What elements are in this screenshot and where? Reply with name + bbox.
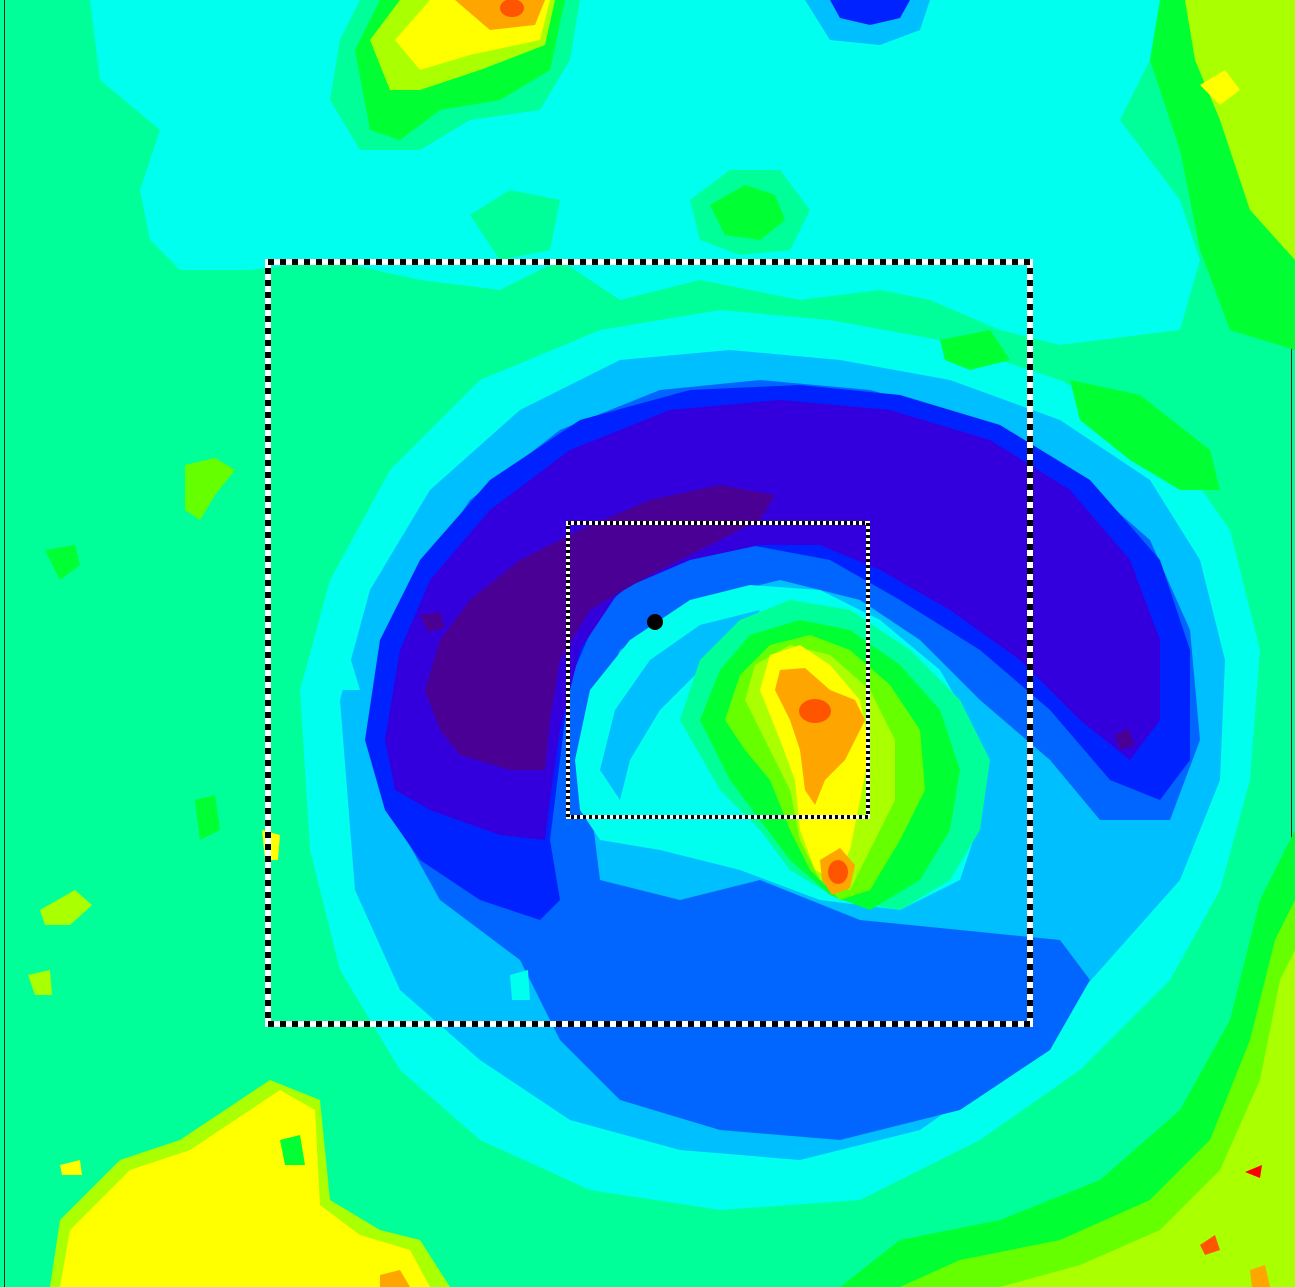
contour-top-right-blue bbox=[830, 0, 910, 25]
contour-hotspot-red-1 bbox=[799, 699, 831, 723]
contour-hotspot-orange bbox=[775, 668, 865, 805]
contour-speckle-west-2 bbox=[45, 545, 80, 580]
contour-speckle-west-4 bbox=[40, 890, 92, 925]
contour-speckle-west-3 bbox=[195, 795, 220, 840]
contour-sw-yellow bbox=[60, 1090, 430, 1287]
contour-se-lime bbox=[1000, 950, 1295, 1287]
contour-speckle-ne-1 bbox=[940, 330, 1010, 370]
outer-region-box bbox=[265, 259, 1033, 1027]
contour-sw-small-yellow bbox=[60, 1160, 82, 1175]
contour-hotspot-red-2 bbox=[828, 860, 848, 884]
contour-ring-purple bbox=[425, 485, 775, 770]
contour-se-red bbox=[1245, 1165, 1262, 1178]
contour-north-green-2 bbox=[710, 185, 785, 240]
location-marker bbox=[647, 614, 663, 630]
contour-speckle-cyan-west bbox=[330, 640, 360, 690]
contour-se-orange bbox=[1200, 1235, 1220, 1255]
contour-speckle-ne-2 bbox=[1070, 380, 1220, 490]
contour-se-yellowgreen bbox=[900, 900, 1295, 1287]
contour-speckle-blue-1 bbox=[510, 970, 530, 1000]
contour-east-yellowgreen bbox=[1185, 0, 1295, 260]
contour-se-orange-2 bbox=[1250, 1265, 1270, 1287]
contour-top-blob-red bbox=[500, 0, 524, 17]
contour-purple-small-2 bbox=[1115, 728, 1135, 750]
contour-east-yellow bbox=[1200, 70, 1240, 105]
contour-ring-indigo bbox=[385, 400, 1160, 840]
contour-speckle-west-1 bbox=[185, 458, 235, 520]
contour-sw-green-patch bbox=[280, 1135, 305, 1165]
contour-sw-orange bbox=[380, 1270, 410, 1287]
contour-purple-small-1 bbox=[420, 612, 445, 632]
contour-speckle-west-5 bbox=[28, 970, 52, 995]
contour-north-green-3 bbox=[470, 190, 560, 260]
inner-region-box bbox=[566, 521, 870, 819]
